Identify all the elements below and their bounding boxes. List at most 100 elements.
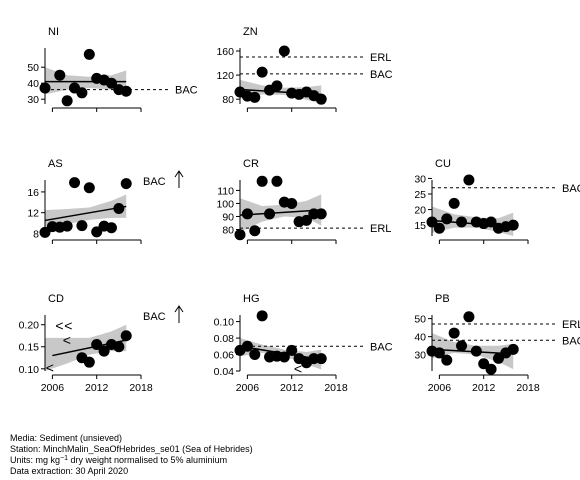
confidence-band — [45, 67, 127, 95]
less-than-flag: < — [46, 359, 54, 375]
data-point — [54, 69, 66, 81]
less-than-flag: < — [63, 332, 71, 348]
y-tick-label: 120 — [216, 70, 234, 82]
data-point — [485, 363, 497, 375]
ref-label-erl: ERL — [370, 52, 391, 64]
y-tick-label: 90 — [222, 211, 234, 223]
data-point — [105, 222, 117, 234]
footer: Media: Sediment (unsieved) Station: Minc… — [10, 433, 253, 476]
panel-as: AS BAC 8 12 16 — [27, 158, 184, 244]
ref-label-bac: BAC — [562, 183, 580, 195]
data-point — [256, 175, 268, 187]
data-point — [264, 208, 276, 220]
data-point — [441, 354, 453, 366]
trend-line — [44, 205, 127, 222]
y-tick-label: 100 — [216, 198, 234, 210]
panel-title: NI — [48, 26, 59, 38]
data-point — [448, 327, 460, 339]
data-point — [105, 77, 117, 89]
data-point — [507, 219, 519, 231]
panel-title: CU — [435, 158, 451, 170]
data-point — [286, 197, 298, 209]
panel-cu: CU BAC 15 20 25 30 — [414, 158, 580, 244]
panel-title: CR — [243, 158, 259, 170]
y-tick-label: 0.10 — [214, 317, 235, 329]
panel-title: AS — [48, 158, 63, 170]
y-tick-label: 8 — [33, 228, 39, 240]
data-point — [249, 349, 261, 361]
ref-label-bac: BAC — [370, 69, 393, 81]
y-tick-label: 80 — [222, 94, 234, 106]
data-point — [315, 208, 327, 220]
data-point — [256, 66, 268, 78]
less-than-flag: < — [64, 318, 72, 334]
y-tick-label: 40 — [27, 78, 39, 90]
panel-hg: HG BAC <0.04 0.06 0.08 0.10 2006 2012 2018 — [214, 293, 393, 394]
data-point — [120, 178, 132, 190]
y-tick-label: 40 — [414, 332, 426, 344]
data-point — [241, 340, 253, 352]
data-point — [61, 220, 73, 232]
x-tick-label: 2012 — [280, 382, 304, 394]
panel-pb: PB ERL BAC 30 40 50 2006 2012 2018 — [414, 293, 580, 394]
y-tick-label: 16 — [27, 187, 39, 199]
less-than-flag: < — [294, 361, 302, 377]
data-point — [83, 356, 95, 368]
data-point — [286, 344, 298, 356]
data-point — [433, 347, 445, 359]
y-tick-label: 0.04 — [214, 366, 235, 378]
data-point — [463, 311, 475, 323]
ref-label-erl: ERL — [370, 223, 391, 235]
y-tick-label: 0.08 — [214, 333, 235, 345]
x-tick-label: 2018 — [324, 382, 348, 394]
data-point — [448, 197, 460, 209]
footer-media: Media: Sediment (unsieved) — [10, 433, 123, 443]
panel-title: ZN — [243, 26, 258, 38]
data-point — [83, 48, 95, 60]
y-tick-label: 30 — [414, 350, 426, 362]
footer-extraction: Data extraction: 30 April 2020 — [10, 465, 129, 476]
y-tick-label: 0.10 — [19, 364, 40, 376]
ref-label-bac: BAC — [175, 85, 198, 97]
data-point — [120, 85, 132, 97]
data-point — [69, 177, 81, 189]
data-point — [113, 203, 125, 215]
footer-units-sup: −1 — [60, 455, 68, 462]
panel-title: HG — [243, 293, 260, 305]
data-point — [463, 174, 475, 186]
up-arrow-head-icon — [174, 305, 184, 313]
ref-label-erl: ERL — [562, 319, 580, 331]
data-point — [470, 345, 482, 357]
y-tick-label: 50 — [27, 62, 39, 74]
x-tick-label: 2012 — [85, 382, 109, 394]
data-point — [278, 45, 290, 57]
ref-label-bac: BAC — [370, 341, 393, 353]
data-point — [315, 353, 327, 365]
data-point — [76, 220, 88, 232]
y-tick-label: 80 — [222, 224, 234, 236]
panel-zn: ZN ERL BAC 80 120 160 — [216, 26, 393, 112]
x-tick-label: 2006 — [41, 382, 65, 394]
footer-station: Station: MinchMalin_SeaOfHebrides_se01 (… — [10, 443, 253, 454]
y-tick-label: 30 — [27, 94, 39, 106]
y-tick-label: 25 — [414, 189, 426, 201]
footer-units-pre: Units: mg kg — [10, 455, 61, 465]
data-point — [433, 222, 445, 234]
footer-units: Units: mg kg−1 dry weight normalised to … — [10, 454, 253, 466]
data-point — [456, 216, 468, 228]
data-point — [485, 216, 497, 228]
data-point — [120, 330, 132, 342]
ref-label-bac: BAC — [143, 176, 166, 188]
y-tick-label: 110 — [217, 185, 234, 197]
data-point — [241, 208, 253, 220]
footer-units-post: dry weight normalised to 5% aluminium — [68, 455, 228, 465]
data-point — [83, 182, 95, 194]
x-tick-label: 2012 — [472, 382, 496, 394]
data-point — [456, 340, 468, 352]
y-tick-label: 30 — [414, 173, 426, 185]
chart-grid: NI BAC 30 40 50 ZN ERL BAC 80 120 160 AS BAC 8 12 16 CR E… — [19, 26, 580, 394]
data-point — [249, 91, 261, 103]
x-tick-label: 2018 — [516, 382, 540, 394]
